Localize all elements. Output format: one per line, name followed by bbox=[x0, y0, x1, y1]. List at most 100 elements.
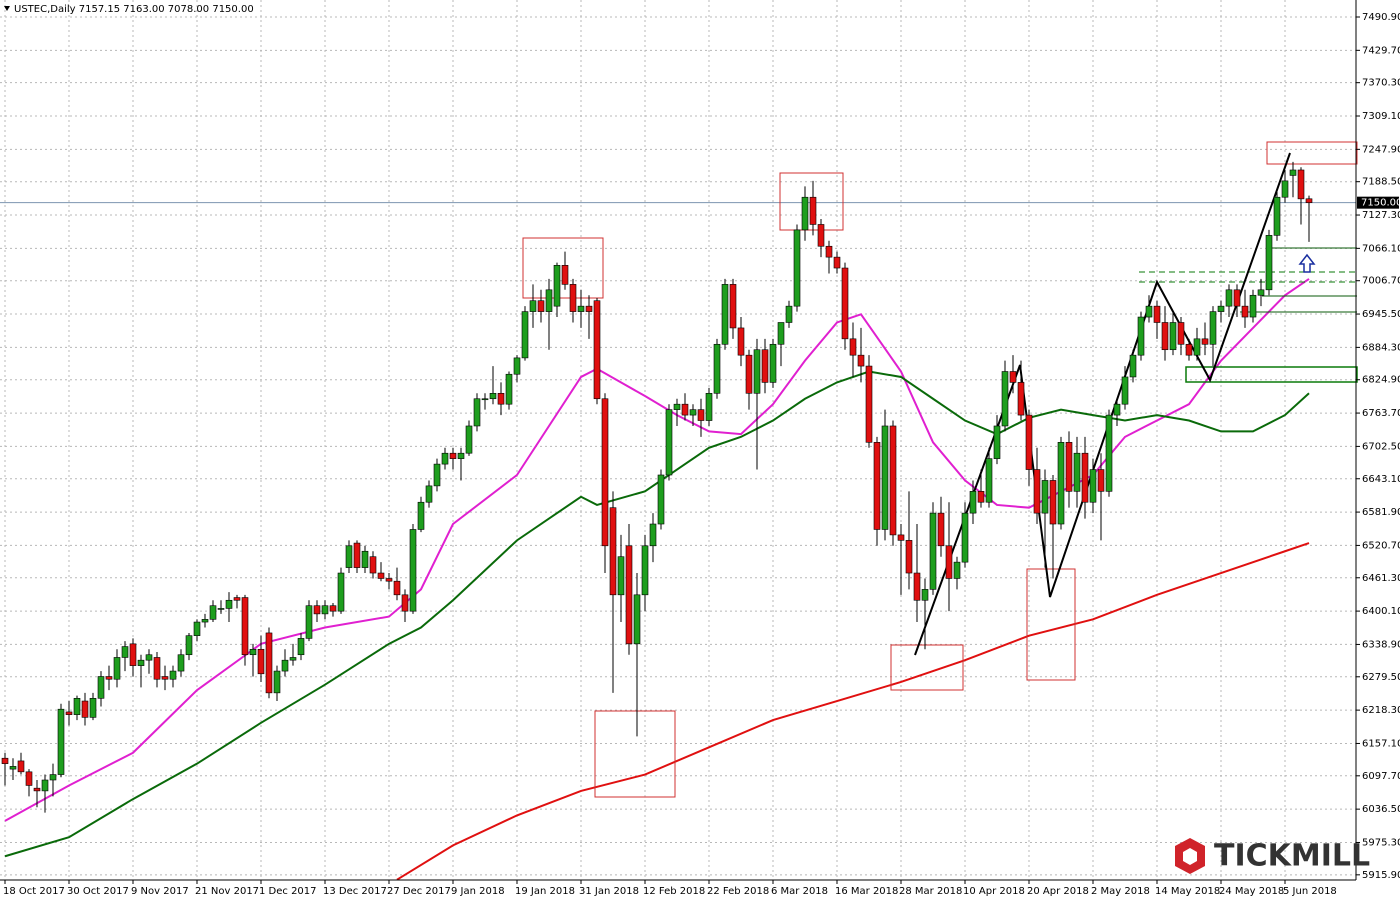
y-tick-label: 7006.70 bbox=[1362, 276, 1400, 287]
candle-body bbox=[1257, 289, 1265, 296]
candle-body bbox=[825, 245, 833, 258]
y-tick-label: 6824.90 bbox=[1362, 375, 1400, 386]
y-tick-label: 5915.90 bbox=[1362, 870, 1400, 881]
candle-body bbox=[561, 265, 569, 285]
candle-body bbox=[153, 657, 161, 680]
candle-body bbox=[857, 354, 865, 367]
candle-body bbox=[921, 589, 929, 601]
candle-body bbox=[729, 284, 737, 329]
candle-body bbox=[369, 556, 377, 574]
candle-body bbox=[545, 289, 553, 312]
candle-body bbox=[1097, 469, 1105, 492]
candle-body bbox=[1121, 376, 1129, 405]
candle-body bbox=[625, 545, 633, 645]
candle-body bbox=[969, 491, 977, 514]
candle-body bbox=[9, 766, 17, 770]
candle-body bbox=[865, 365, 873, 443]
candle-body bbox=[785, 305, 793, 323]
candle-body bbox=[201, 619, 209, 623]
candle-body bbox=[289, 657, 297, 661]
candle-body bbox=[977, 491, 985, 503]
candle-body bbox=[393, 580, 401, 596]
moving-average-line bbox=[4, 278, 1310, 822]
candle-body bbox=[905, 540, 913, 574]
header-icon bbox=[4, 6, 10, 11]
candle-body bbox=[409, 529, 417, 612]
arrow-up bbox=[1298, 253, 1316, 273]
candle-body bbox=[681, 403, 689, 416]
candle-body bbox=[449, 452, 457, 459]
candle-body bbox=[1025, 414, 1033, 470]
candle-body bbox=[849, 338, 857, 356]
candle-body bbox=[841, 267, 849, 340]
y-tick-label: 6218.30 bbox=[1362, 705, 1400, 716]
x-tick-label: 20 Apr 2018 bbox=[1027, 886, 1089, 897]
candle-body bbox=[721, 284, 729, 345]
candle-body bbox=[817, 224, 825, 247]
y-tick-label: 6461.30 bbox=[1362, 573, 1400, 584]
candle-body bbox=[713, 343, 721, 394]
candle-body bbox=[873, 442, 881, 530]
candle-body bbox=[321, 605, 329, 615]
candle-body bbox=[761, 349, 769, 383]
candle-body bbox=[633, 594, 641, 645]
candle-body bbox=[705, 392, 713, 421]
candle-body bbox=[185, 635, 193, 656]
x-tick-label: 21 Nov 2017 bbox=[195, 886, 259, 897]
x-tick-label: 5 Jun 2018 bbox=[1283, 886, 1337, 897]
current-price-label: 7150.00 bbox=[1361, 198, 1400, 209]
candle-body bbox=[665, 409, 673, 476]
x-tick-label: 28 Mar 2018 bbox=[899, 886, 962, 897]
candle-body bbox=[937, 512, 945, 547]
y-tick-label: 7247.90 bbox=[1362, 144, 1400, 155]
candle-body bbox=[433, 463, 441, 487]
candle-body bbox=[113, 657, 121, 680]
candle-body bbox=[441, 452, 449, 465]
candle-body bbox=[993, 425, 1001, 459]
candle-body bbox=[1081, 452, 1089, 503]
candle-body bbox=[1153, 305, 1161, 323]
x-tick-label: 16 Mar 2018 bbox=[835, 886, 898, 897]
candle-body bbox=[1137, 316, 1145, 356]
y-tick-label: 7309.10 bbox=[1362, 111, 1400, 122]
candle-body bbox=[489, 392, 497, 400]
candle-body bbox=[137, 659, 145, 666]
candle-body bbox=[25, 771, 33, 786]
candle-body bbox=[1113, 403, 1121, 416]
x-tick-label: 9 Jan 2018 bbox=[451, 886, 505, 897]
grid bbox=[0, 0, 1356, 880]
y-tick-label: 6097.70 bbox=[1362, 771, 1400, 782]
candle-body bbox=[953, 561, 961, 579]
candle-body bbox=[1049, 480, 1057, 525]
candle-body bbox=[209, 605, 217, 620]
candle-body bbox=[737, 327, 745, 356]
y-tick-label: 7066.10 bbox=[1362, 243, 1400, 254]
candle-body bbox=[593, 300, 601, 400]
candle-body bbox=[1169, 322, 1177, 351]
candle-body bbox=[753, 349, 761, 394]
candle-body bbox=[1129, 354, 1137, 378]
logo-icon-inner bbox=[1183, 848, 1197, 865]
candle-body bbox=[145, 654, 153, 661]
candle-body bbox=[1241, 305, 1249, 318]
zone-box bbox=[890, 644, 964, 691]
candle-body bbox=[945, 545, 953, 579]
watermark: TICKMILL bbox=[1214, 839, 1370, 874]
candle-body bbox=[609, 507, 617, 596]
candle-body bbox=[1249, 294, 1257, 318]
candle-body bbox=[1, 757, 9, 764]
x-tick-label: 14 May 2018 bbox=[1155, 886, 1220, 897]
support-box bbox=[1185, 366, 1358, 383]
candle-body bbox=[345, 545, 353, 568]
candle-body bbox=[913, 572, 921, 601]
candle-body bbox=[121, 646, 129, 658]
candle-body bbox=[889, 425, 897, 536]
candle-body bbox=[57, 708, 65, 775]
logo: TICKMILL bbox=[1175, 838, 1370, 874]
candle-body bbox=[257, 648, 265, 675]
candle-body bbox=[481, 398, 489, 401]
